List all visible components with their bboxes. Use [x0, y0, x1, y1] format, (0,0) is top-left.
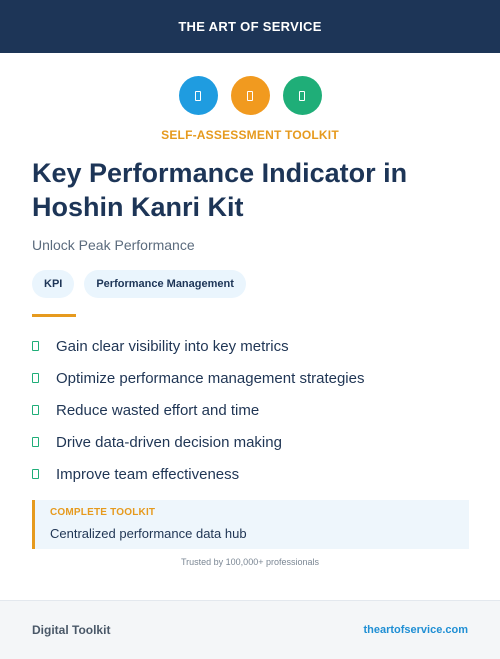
list-item: Optimize performance management strategi…	[32, 362, 364, 394]
callout-text: Centralized performance data hub	[50, 526, 247, 541]
top-banner: THE ART OF SERVICE	[0, 0, 500, 53]
benefit-text: Reduce wasted effort and time	[56, 401, 260, 419]
benefit-list: Gain clear visibility into key metrics O…	[32, 330, 364, 490]
benefit-text: Optimize performance management strategi…	[56, 369, 365, 387]
tag-kpi: KPI	[32, 270, 75, 298]
list-item: Drive data-driven decision making	[32, 426, 364, 458]
benefit-text: Gain clear visibility into key metrics	[56, 337, 289, 355]
accent-divider	[32, 314, 76, 317]
check-icon	[32, 469, 39, 479]
check-icon	[32, 373, 39, 383]
benefit-text: Drive data-driven decision making	[56, 433, 282, 451]
tag-performance-management: Performance Management	[84, 270, 246, 298]
check-icon	[32, 437, 39, 447]
footer-label: Digital Toolkit	[32, 623, 111, 637]
callout-label: COMPLETE TOOLKIT	[50, 507, 156, 518]
trust-line: Trusted by 100,000+ professionals	[180, 557, 319, 567]
list-item: Improve team effectiveness	[32, 458, 364, 490]
list-item: Gain clear visibility into key metrics	[32, 330, 364, 362]
tag-list: KPI Performance Management	[32, 270, 246, 298]
website-link[interactable]: theartofservice.com	[363, 624, 468, 636]
toolkit-callout: COMPLETE TOOLKIT Centralized performance…	[32, 500, 469, 549]
orange-document-icon	[230, 76, 270, 115]
green-document-icon	[282, 76, 322, 115]
icon-row	[0, 76, 500, 115]
list-item: Reduce wasted effort and time	[32, 394, 364, 426]
check-icon	[32, 405, 39, 415]
benefit-text: Improve team effectiveness	[56, 465, 240, 483]
eyebrow-label: SELF-ASSESSMENT TOOLKIT	[161, 128, 339, 142]
subtitle: Unlock Peak Performance	[32, 237, 195, 253]
footer: Digital Toolkit theartofservice.com	[0, 600, 500, 659]
brand-name: THE ART OF SERVICE	[178, 19, 322, 34]
check-icon	[32, 341, 39, 351]
blue-document-icon	[178, 76, 218, 115]
page-title: Key Performance Indicator in Hoshin Kanr…	[32, 158, 408, 222]
